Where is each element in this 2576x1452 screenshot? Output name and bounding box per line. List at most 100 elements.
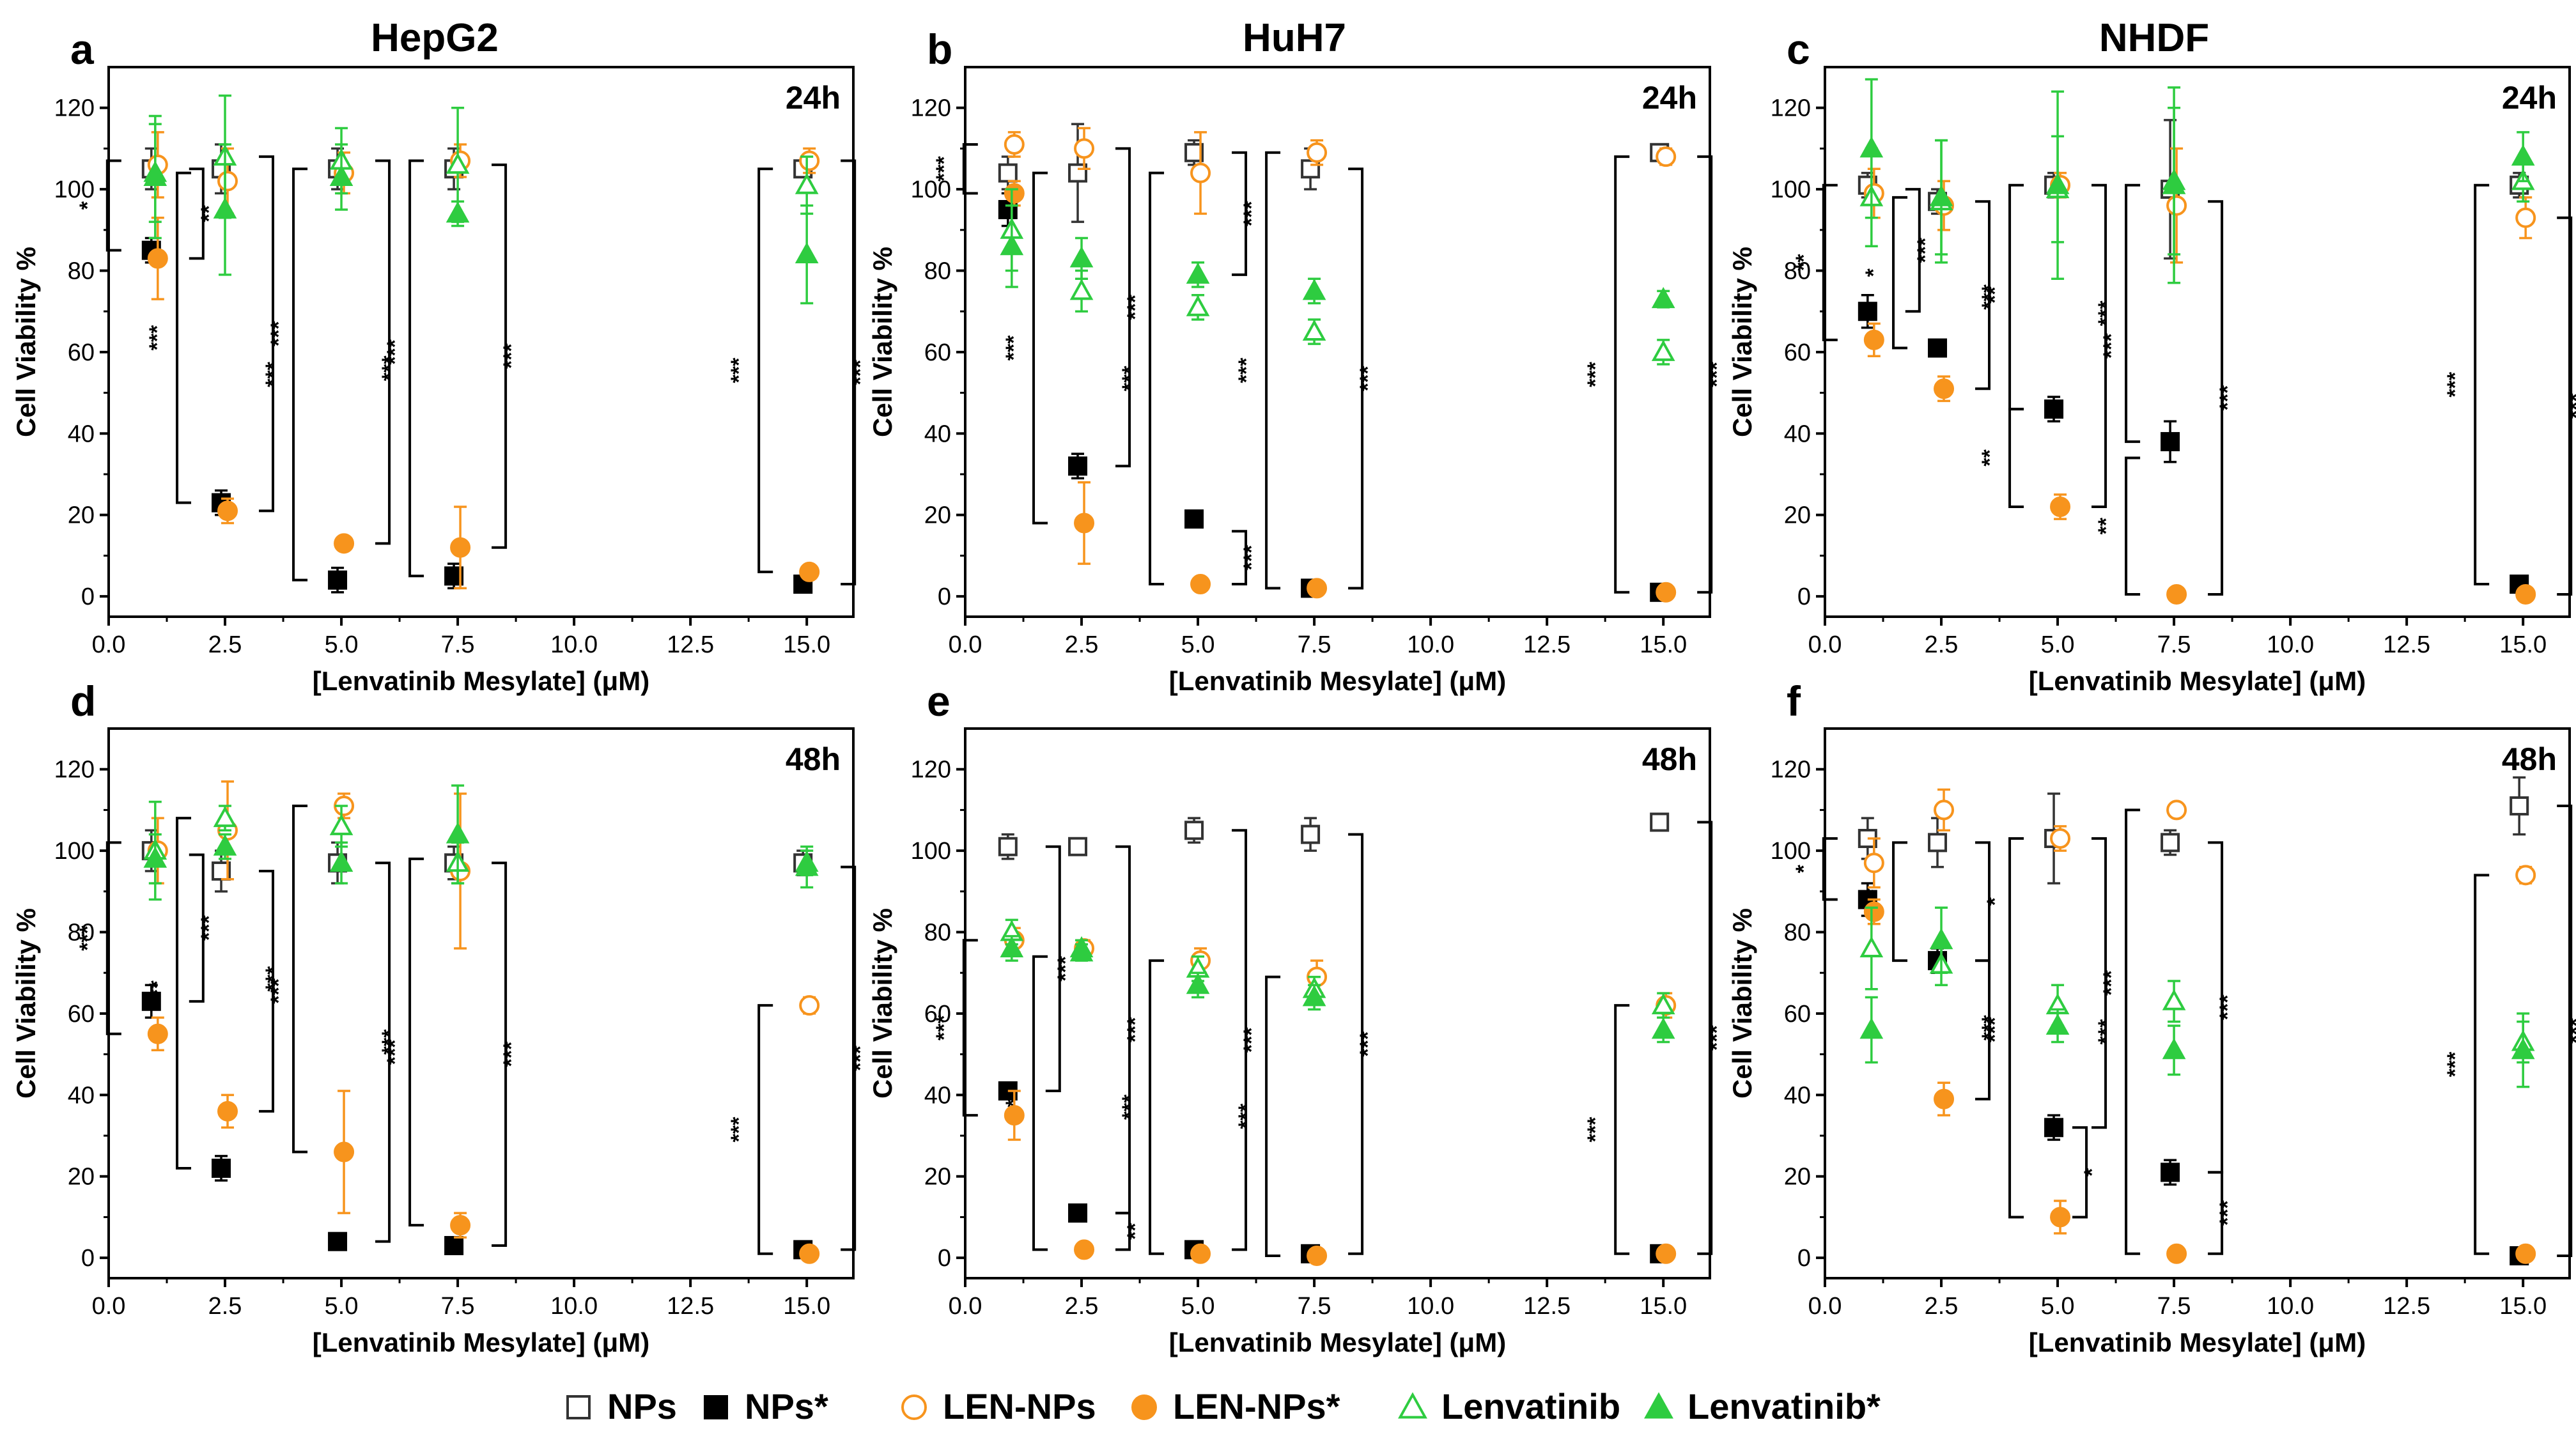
x-tick-label: 12.5 [667, 631, 714, 658]
significance-bracket [259, 869, 275, 1113]
y-tick-label: 0 [81, 583, 95, 610]
significance-bracket [189, 853, 205, 1003]
legend-marker [1398, 1392, 1427, 1419]
series-lenvatinib [1859, 106, 2535, 264]
y-tick-label: 120 [911, 95, 951, 122]
data-point [143, 164, 167, 186]
data-point [1863, 901, 1884, 922]
significance-bracket [292, 167, 308, 582]
significance-brackets: *** *** *** *** *** *** *** *** *** *** [932, 143, 1729, 594]
significance-label: *** [1234, 1103, 1259, 1129]
significance-bracket [2208, 200, 2224, 596]
significance-bracket [1115, 1212, 1131, 1251]
plot-frame [1824, 727, 2571, 1279]
data-point [998, 837, 1018, 856]
data-point [2044, 399, 2064, 419]
data-point [1190, 162, 1211, 183]
x-tick-label: 7.5 [1298, 631, 1331, 658]
x-tick-label: 5.0 [325, 631, 359, 658]
significance-bracket [962, 143, 978, 195]
y-tick-label: 0 [81, 1245, 95, 1272]
y-tick-label: 100 [54, 176, 95, 203]
y-tick-label: 100 [54, 838, 95, 865]
x-tick-label: 2.5 [1065, 631, 1099, 658]
data-point [1863, 329, 1884, 350]
time-label: 48h [786, 741, 841, 777]
significance-label: ** [1983, 286, 2007, 304]
data-point [147, 1023, 168, 1044]
time-label: 48h [1642, 741, 1697, 777]
x-tick-label: 7.5 [441, 631, 475, 658]
significance-brackets: ******************************** [932, 821, 1729, 1257]
series-len-nps [1863, 147, 2536, 264]
data-point [2161, 432, 2180, 452]
y-tick-label: 100 [1771, 838, 1811, 865]
y-tick-label: 40 [924, 421, 951, 447]
panel-c: c NHDF 24h 0 20 40 60 80 100 120 0.0 2.5 5.0 7.5 10.0 1… [1727, 16, 2576, 696]
data-point [799, 995, 820, 1016]
panel-b: b HuH7 24h 0 20 40 60 80 100 120 0.0 2.5 5.0 7.5 10.0 1… [867, 16, 1729, 696]
significance-label: ** [2094, 517, 2118, 534]
data-point [1307, 142, 1328, 163]
data-point [328, 570, 348, 590]
legend-marker [1644, 1392, 1673, 1419]
series-len-nps-star [1863, 898, 2536, 1264]
significance-bracket [1265, 975, 1281, 1257]
data-point [2515, 865, 2536, 886]
significance-label: *** [932, 1015, 956, 1040]
x-axis-label: [Lenvatinib Mesylate] (μM) [2029, 666, 2366, 696]
y-axis-label: Cell Viability % [867, 908, 897, 1099]
x-tick-label: 10.0 [550, 1293, 598, 1320]
x-axis-label: [Lenvatinib Mesylate] (μM) [313, 1327, 649, 1357]
time-label: 24h [1642, 80, 1697, 116]
significance-bracket [492, 861, 508, 1247]
x-tick-label: 15.0 [783, 631, 830, 658]
data-point [2045, 1013, 2070, 1035]
legend: NPs NPs* LEN-NPs LEN-NPs* Lenvatinib Lenvatin… [566, 1386, 1881, 1426]
significance-bracket [259, 155, 275, 513]
data-point [450, 1215, 471, 1236]
significance-bracket [1032, 955, 1048, 1251]
series-len-nps-star [1863, 322, 2536, 605]
y-tick-label: 0 [938, 1245, 951, 1272]
legend-label: LEN-NPs* [1173, 1386, 1340, 1426]
y-tick-label: 120 [54, 95, 95, 122]
significance-label: *** [1983, 1017, 2007, 1042]
x-tick-label: 7.5 [2157, 631, 2191, 658]
significance-bracket [1115, 147, 1131, 468]
x-tick-label: 15.0 [2499, 631, 2547, 658]
significance-bracket [1149, 959, 1165, 1255]
legend-label: NPs* [745, 1386, 828, 1426]
significance-brackets: * ***** ************ ****** *** [75, 155, 873, 586]
data-point [217, 1101, 238, 1122]
series-len-nps [147, 131, 820, 215]
x-tick-label: 7.5 [441, 1293, 475, 1320]
significance-bracket [841, 159, 857, 586]
y-tick-label: 60 [68, 1001, 95, 1028]
significance-bracket [2125, 808, 2141, 1255]
x-tick-label: 0.0 [92, 631, 126, 658]
x-tick-label: 7.5 [2157, 1293, 2191, 1320]
data-point [141, 991, 161, 1011]
x-tick-label: 0.0 [949, 631, 982, 658]
x-tick-label: 2.5 [208, 1293, 242, 1320]
significance-bracket [1348, 833, 1364, 1255]
data-point [2050, 1207, 2071, 1228]
data-point [2515, 207, 2536, 228]
time-label: 48h [2502, 741, 2557, 777]
y-tick-label: 20 [924, 1164, 951, 1191]
legend-item: Lenvatinib [1398, 1386, 1620, 1426]
data-point [2166, 799, 2187, 821]
significance-bracket [1045, 845, 1061, 1092]
significance-label: *** [1978, 1015, 2002, 1040]
significance-bracket [1232, 829, 1248, 1251]
legend-label: Lenvatinib* [1688, 1386, 1881, 1426]
series-nps [998, 123, 1670, 223]
data-point [1186, 262, 1210, 284]
series-len-nps [1863, 788, 2536, 889]
data-point [1000, 936, 1024, 957]
significance-bracket [2008, 408, 2024, 508]
legend-marker [566, 1395, 591, 1419]
x-tick-label: 12.5 [1523, 631, 1571, 658]
